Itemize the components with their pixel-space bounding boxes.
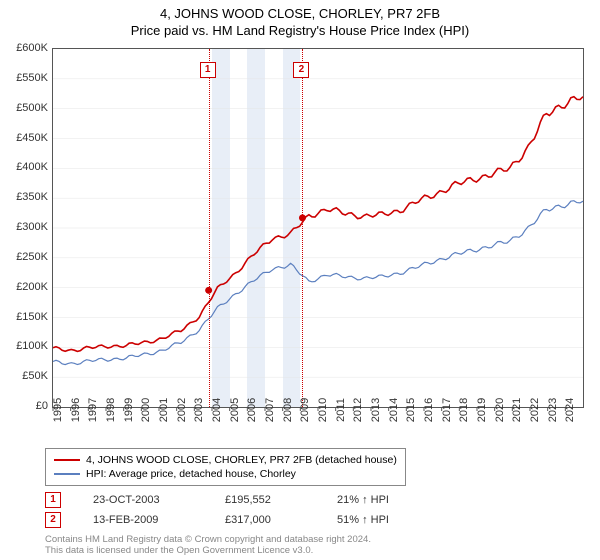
transaction-price: £317,000 <box>225 514 305 526</box>
transaction-marker: 2 <box>45 512 61 528</box>
x-tick-label: 2013 <box>370 398 382 422</box>
transaction-pct: 21% ↑ HPI <box>337 494 389 506</box>
legend: 4, JOHNS WOOD CLOSE, CHORLEY, PR7 2FB (d… <box>45 448 406 486</box>
x-tick-label: 2023 <box>547 398 559 422</box>
y-tick-label: £550K <box>16 72 48 84</box>
x-tick-label: 1998 <box>105 398 117 422</box>
x-tick-label: 1996 <box>70 398 82 422</box>
x-tick-label: 2019 <box>476 398 488 422</box>
transaction-date: 13-FEB-2009 <box>93 514 193 526</box>
chart-titles: 4, JOHNS WOOD CLOSE, CHORLEY, PR7 2FB Pr… <box>0 0 600 38</box>
title-subtitle: Price paid vs. HM Land Registry's House … <box>0 23 600 38</box>
series-line <box>53 201 583 365</box>
x-tick-label: 1999 <box>123 398 135 422</box>
x-tick-label: 2003 <box>193 398 205 422</box>
x-tick-label: 2015 <box>405 398 417 422</box>
x-tick-label: 2001 <box>158 398 170 422</box>
y-tick-label: £600K <box>16 42 48 54</box>
x-tick-label: 2011 <box>335 398 347 422</box>
legend-label: HPI: Average price, detached house, Chor… <box>86 468 296 480</box>
x-tick-label: 2006 <box>246 398 258 422</box>
series-line <box>53 97 583 352</box>
y-tick-label: £500K <box>16 102 48 114</box>
y-tick-label: £400K <box>16 161 48 173</box>
x-tick-label: 2021 <box>511 398 523 422</box>
x-tick-label: 2014 <box>388 398 400 422</box>
footer-line1: Contains HM Land Registry data © Crown c… <box>45 534 371 545</box>
footer-attribution: Contains HM Land Registry data © Crown c… <box>45 534 371 557</box>
marker-box: 2 <box>293 62 309 78</box>
x-tick-label: 2016 <box>423 398 435 422</box>
y-tick-label: £450K <box>16 132 48 144</box>
x-tick-label: 2000 <box>140 398 152 422</box>
transaction-row: 2 13-FEB-2009 £317,000 51% ↑ HPI <box>45 512 389 528</box>
marker-box: 1 <box>200 62 216 78</box>
transactions-table: 1 23-OCT-2003 £195,552 21% ↑ HPI 2 13-FEB-200… <box>45 492 389 532</box>
x-tick-label: 2007 <box>264 398 276 422</box>
x-tick-label: 2012 <box>352 398 364 422</box>
transaction-pct: 51% ↑ HPI <box>337 514 389 526</box>
x-tick-label: 2010 <box>317 398 329 422</box>
y-tick-label: £300K <box>16 221 48 233</box>
x-tick-label: 2020 <box>494 398 506 422</box>
x-tick-label: 2024 <box>564 398 576 422</box>
x-tick-label: 2005 <box>229 398 241 422</box>
chart-container: 4, JOHNS WOOD CLOSE, CHORLEY, PR7 2FB Pr… <box>0 0 600 560</box>
x-tick-label: 2017 <box>441 398 453 422</box>
x-tick-label: 2004 <box>211 398 223 422</box>
legend-swatch <box>54 473 80 475</box>
x-tick-label: 2002 <box>176 398 188 422</box>
x-tick-label: 2008 <box>282 398 294 422</box>
y-tick-label: £250K <box>16 251 48 263</box>
transaction-date: 23-OCT-2003 <box>93 494 193 506</box>
marker-line <box>302 49 303 407</box>
legend-item: HPI: Average price, detached house, Chor… <box>54 467 397 481</box>
legend-label: 4, JOHNS WOOD CLOSE, CHORLEY, PR7 2FB (d… <box>86 454 397 466</box>
y-tick-label: £150K <box>16 311 48 323</box>
y-tick-label: £350K <box>16 191 48 203</box>
transaction-row: 1 23-OCT-2003 £195,552 21% ↑ HPI <box>45 492 389 508</box>
title-address: 4, JOHNS WOOD CLOSE, CHORLEY, PR7 2FB <box>0 6 600 21</box>
y-tick-label: £50K <box>22 370 48 382</box>
x-tick-label: 2022 <box>529 398 541 422</box>
transaction-price: £195,552 <box>225 494 305 506</box>
plot-svg <box>53 49 583 407</box>
legend-item: 4, JOHNS WOOD CLOSE, CHORLEY, PR7 2FB (d… <box>54 453 397 467</box>
y-tick-label: £100K <box>16 340 48 352</box>
plot-area <box>52 48 584 408</box>
x-tick-label: 1997 <box>87 398 99 422</box>
x-tick-label: 2009 <box>299 398 311 422</box>
footer-line2: This data is licensed under the Open Gov… <box>45 545 371 556</box>
marker-line <box>209 49 210 407</box>
y-tick-label: £0 <box>36 400 48 412</box>
x-tick-label: 1995 <box>52 398 64 422</box>
transaction-marker: 1 <box>45 492 61 508</box>
y-tick-label: £200K <box>16 281 48 293</box>
x-tick-label: 2018 <box>458 398 470 422</box>
legend-swatch <box>54 459 80 461</box>
